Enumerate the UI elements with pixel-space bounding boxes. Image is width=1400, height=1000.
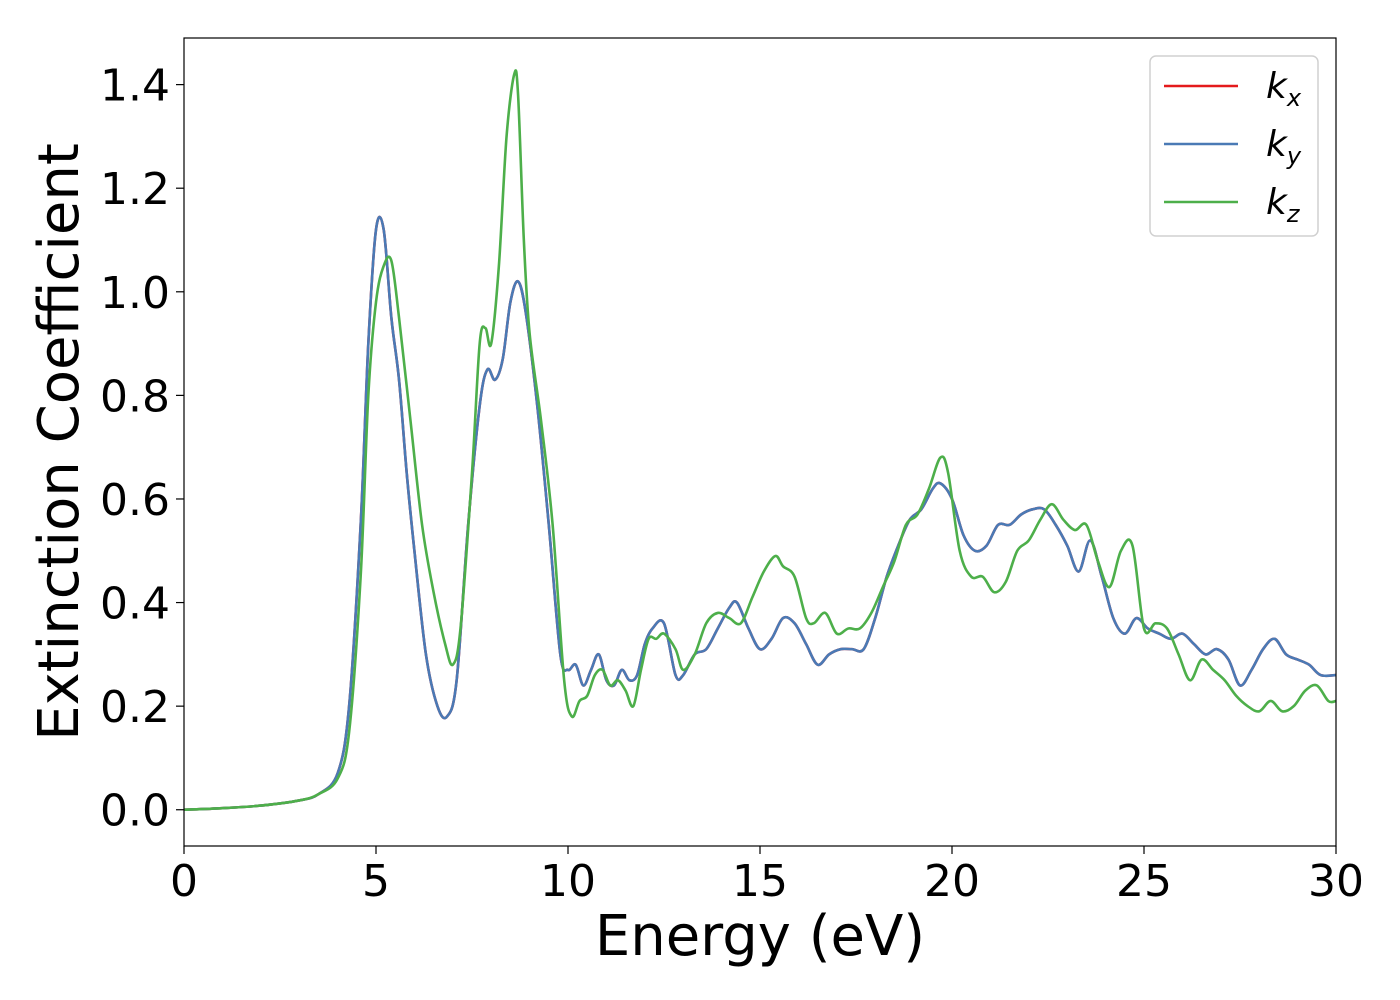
- x-tick-label: 0: [170, 856, 198, 907]
- legend-label-kz: kz: [1266, 182, 1301, 228]
- legend-label-base: k: [1266, 182, 1289, 223]
- x-tick-label: 25: [1116, 856, 1172, 907]
- y-tick-label: 0.2: [100, 682, 170, 733]
- legend-label-subscript: x: [1286, 84, 1302, 112]
- legend-box: [1149, 55, 1319, 237]
- series-layer: [184, 69, 1336, 812]
- y-tick-label: 0.4: [100, 579, 170, 630]
- x-tick-label: 15: [732, 856, 788, 907]
- y-axis: 0.0 0.2 0.4 0.6 0.8 1.0 1.2 1.4: [100, 61, 184, 837]
- series-line-kz: [184, 69, 1336, 812]
- legend-label-subscript: y: [1286, 142, 1302, 170]
- x-tick-label: 5: [362, 856, 390, 907]
- legend-label-ky: ky: [1266, 124, 1302, 170]
- y-tick-label: 1.4: [100, 61, 170, 112]
- plot-background: [184, 38, 1336, 846]
- x-tick-label: 10: [540, 856, 596, 907]
- legend-label-base: k: [1266, 124, 1289, 165]
- legend-label-subscript: z: [1286, 200, 1301, 228]
- x-axis: 0 5 10 15 20 25 30: [170, 846, 1364, 907]
- y-axis-label: Extinction Coefficient: [27, 143, 92, 741]
- y-tick-label: 1.0: [100, 268, 170, 319]
- x-axis-label: Energy (eV): [595, 904, 925, 969]
- series-line-ky: [184, 215, 1336, 812]
- y-tick-label: 1.2: [100, 164, 170, 215]
- legend-label-base: k: [1266, 66, 1289, 107]
- x-tick-label: 30: [1308, 856, 1364, 907]
- y-tick-label: 0.0: [100, 786, 170, 837]
- x-tick-label: 20: [924, 856, 980, 907]
- y-tick-label: 0.6: [100, 475, 170, 526]
- legend-label-kx: kx: [1266, 66, 1302, 112]
- y-tick-label: 0.8: [100, 371, 170, 422]
